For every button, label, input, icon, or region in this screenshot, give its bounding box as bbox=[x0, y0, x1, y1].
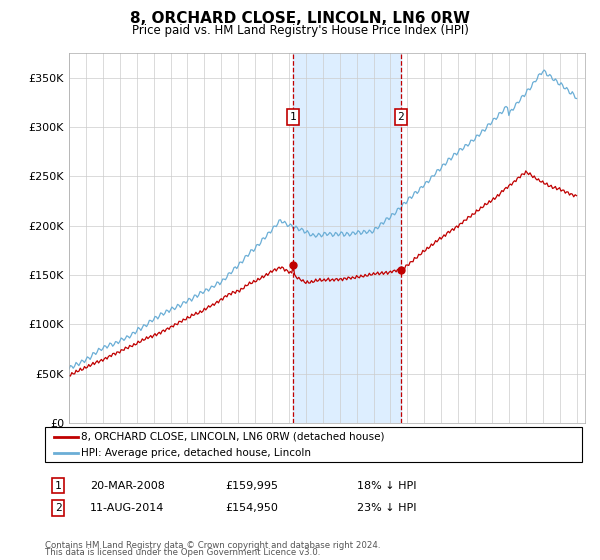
Text: Price paid vs. HM Land Registry's House Price Index (HPI): Price paid vs. HM Land Registry's House … bbox=[131, 24, 469, 36]
Text: 18% ↓ HPI: 18% ↓ HPI bbox=[357, 480, 416, 491]
Text: 11-AUG-2014: 11-AUG-2014 bbox=[90, 503, 164, 513]
Text: 8, ORCHARD CLOSE, LINCOLN, LN6 0RW: 8, ORCHARD CLOSE, LINCOLN, LN6 0RW bbox=[130, 11, 470, 26]
Text: HPI: Average price, detached house, Lincoln: HPI: Average price, detached house, Linc… bbox=[81, 447, 311, 458]
Text: This data is licensed under the Open Government Licence v3.0.: This data is licensed under the Open Gov… bbox=[45, 548, 320, 557]
Text: 2: 2 bbox=[55, 503, 62, 513]
Bar bbox=[293, 53, 401, 423]
Text: £159,995: £159,995 bbox=[225, 480, 278, 491]
Text: 8, ORCHARD CLOSE, LINCOLN, LN6 0RW (detached house): 8, ORCHARD CLOSE, LINCOLN, LN6 0RW (deta… bbox=[81, 432, 385, 442]
Text: 1: 1 bbox=[289, 112, 296, 122]
Text: Contains HM Land Registry data © Crown copyright and database right 2024.: Contains HM Land Registry data © Crown c… bbox=[45, 541, 380, 550]
Text: £154,950: £154,950 bbox=[225, 503, 278, 513]
Text: 20-MAR-2008: 20-MAR-2008 bbox=[90, 480, 165, 491]
Text: 1: 1 bbox=[55, 480, 62, 491]
Text: 23% ↓ HPI: 23% ↓ HPI bbox=[357, 503, 416, 513]
Text: 2: 2 bbox=[397, 112, 404, 122]
